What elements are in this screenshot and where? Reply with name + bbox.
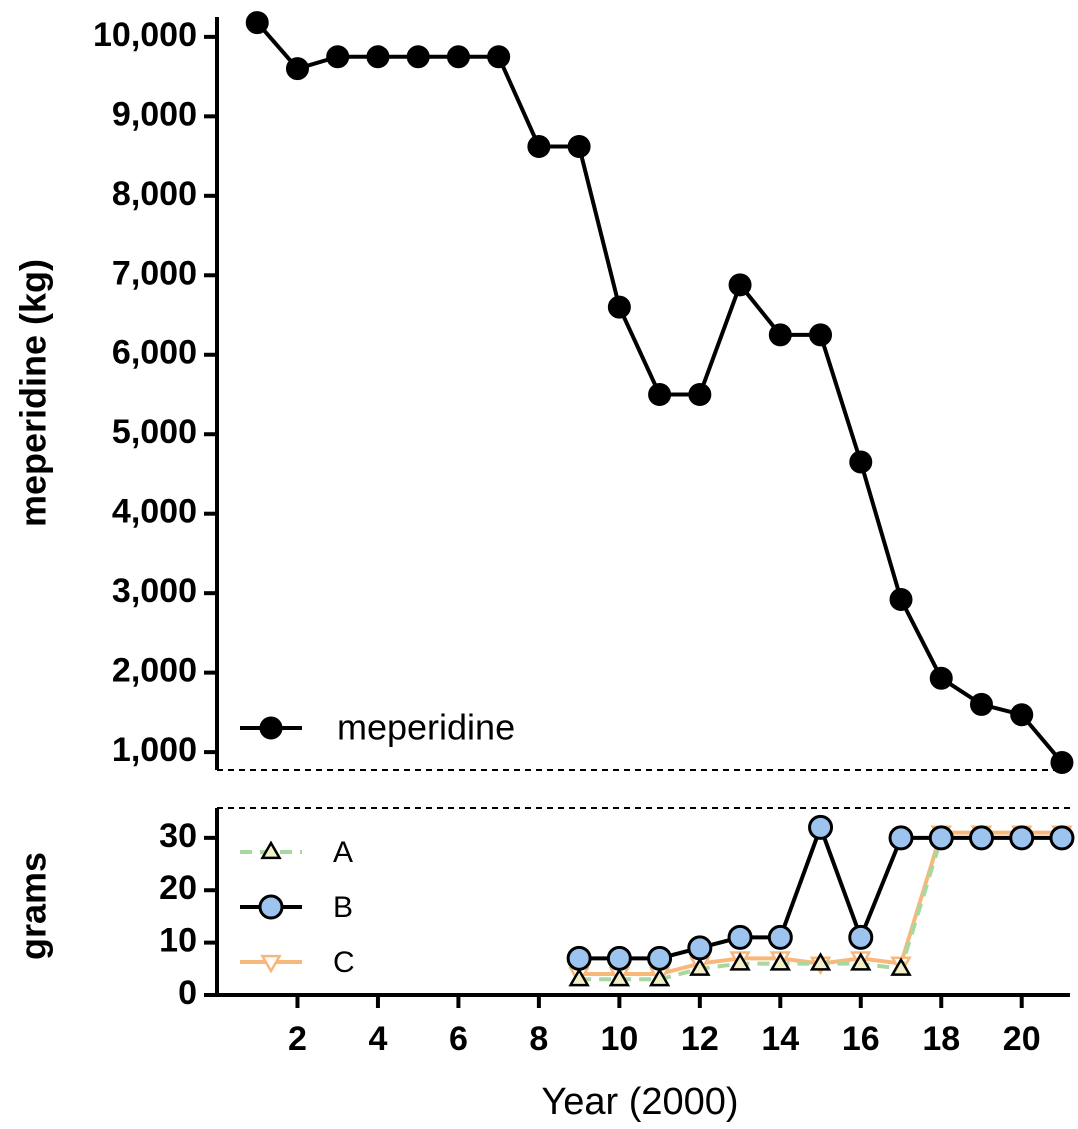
marker <box>889 588 913 612</box>
y-tick-label: 0 <box>178 974 197 1012</box>
marker <box>527 135 551 159</box>
marker <box>809 952 832 971</box>
marker <box>326 45 350 69</box>
marker <box>808 814 834 840</box>
y-tick-label: 1,000 <box>112 731 197 769</box>
y-tick-label: 4,000 <box>112 493 197 531</box>
marker <box>729 952 751 971</box>
marker <box>487 45 511 69</box>
marker <box>245 11 269 35</box>
y-tick-label: 5,000 <box>112 413 197 451</box>
marker <box>969 692 993 716</box>
marker <box>285 57 309 81</box>
marker <box>1049 825 1075 851</box>
marker <box>688 382 712 406</box>
x-tick-label: 16 <box>842 1020 880 1058</box>
marker <box>648 382 672 406</box>
y-tick-label: 8,000 <box>112 175 197 213</box>
marker <box>928 825 954 851</box>
y-tick-label: 10 <box>159 922 197 960</box>
marker <box>968 825 994 851</box>
marker <box>406 45 430 69</box>
marker <box>890 957 912 976</box>
y-tick-label: 2,000 <box>112 652 197 690</box>
marker <box>768 323 792 347</box>
marker <box>1010 703 1034 727</box>
marker <box>606 945 632 971</box>
marker <box>446 45 470 69</box>
legend-marker <box>260 954 282 974</box>
y-tick-label: 10,000 <box>93 16 197 54</box>
marker <box>849 450 873 474</box>
legend-label: A <box>333 836 353 869</box>
marker <box>647 945 673 971</box>
marker <box>689 957 711 976</box>
x-tick-label: 20 <box>1003 1020 1041 1058</box>
marker <box>809 323 833 347</box>
marker <box>727 924 753 950</box>
y-tick-label: 6,000 <box>112 334 197 372</box>
y-tick-label: 20 <box>159 869 197 907</box>
x-tick-label: 4 <box>368 1020 387 1058</box>
marker <box>767 924 793 950</box>
legend-label: B <box>333 891 353 924</box>
marker <box>608 967 631 987</box>
marker <box>366 45 390 69</box>
x-tick-label: 8 <box>529 1020 548 1058</box>
x-axis-label: Year (2000) <box>541 1081 738 1123</box>
y-tick-label: 9,000 <box>112 95 197 133</box>
x-tick-label: 6 <box>449 1020 468 1058</box>
marker <box>648 967 671 987</box>
legend-marker <box>259 716 283 740</box>
x-tick-label: 14 <box>761 1020 799 1058</box>
marker <box>850 952 872 971</box>
y-axis-label: meperidine (kg) <box>13 259 54 527</box>
marker <box>567 135 591 159</box>
y-tick-label: 3,000 <box>112 572 197 610</box>
x-tick-label: 10 <box>600 1020 638 1058</box>
x-tick-label: 12 <box>681 1020 719 1058</box>
legend-marker <box>260 840 282 860</box>
x-tick-label: 18 <box>922 1020 960 1058</box>
y-tick-label: 30 <box>159 817 197 855</box>
legend-label: C <box>333 946 355 979</box>
legend-label: meperidine <box>337 707 515 748</box>
marker <box>728 273 752 297</box>
x-tick-label: 2 <box>288 1020 307 1058</box>
marker <box>607 295 631 319</box>
y-tick-label: 7,000 <box>112 254 197 292</box>
marker <box>568 967 590 987</box>
marker <box>888 825 914 851</box>
y-axis-label: grams <box>13 852 54 960</box>
marker <box>929 666 953 690</box>
marker <box>1009 825 1035 851</box>
marker <box>566 945 592 971</box>
marker <box>848 924 874 950</box>
marker <box>687 935 713 961</box>
legend-marker <box>258 894 284 920</box>
marker <box>769 952 792 971</box>
marker <box>1050 750 1074 774</box>
